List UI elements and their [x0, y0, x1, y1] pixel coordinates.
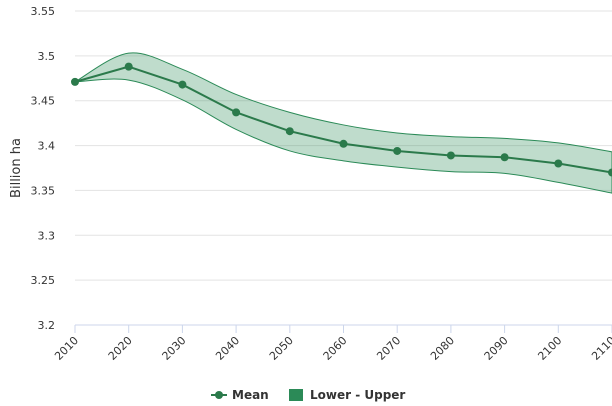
legend-symbol: [215, 391, 223, 399]
mean-point: [124, 62, 133, 71]
x-tick-label: 2020: [106, 334, 135, 363]
x-tick-label: 2100: [535, 334, 564, 363]
mean-point: [500, 153, 509, 162]
mean-point: [232, 108, 241, 117]
legend-symbol: [289, 389, 303, 401]
mean-point: [554, 159, 563, 168]
y-tick-label: 3.3: [38, 229, 56, 242]
x-tick-label: 2040: [213, 334, 242, 363]
mean-point: [285, 127, 294, 136]
x-tick-label: 2110: [589, 334, 612, 363]
legend: Mean Lower - Upper: [211, 388, 405, 402]
mean-point: [446, 151, 455, 160]
legend-label: Lower - Upper: [310, 388, 405, 402]
mean-point: [339, 139, 348, 148]
x-tick-label: 2090: [482, 334, 511, 363]
x-tick-label: 2030: [160, 334, 189, 363]
x-tick-label: 2060: [321, 334, 350, 363]
y-tick-label: 3.35: [31, 184, 56, 197]
x-tick-label: 2070: [374, 334, 403, 363]
mean-point: [608, 168, 612, 177]
band-area: [74, 52, 612, 194]
y-tick-label: 3.2: [38, 319, 56, 332]
legend-label: Mean: [232, 388, 269, 402]
mean-point: [71, 77, 79, 86]
mean-point: [393, 146, 402, 155]
y-tick-label: 3.25: [31, 274, 56, 287]
x-tick-label: 2010: [52, 334, 81, 363]
x-tick-label: 2050: [267, 334, 296, 363]
y-tick-label: 3.45: [31, 95, 56, 108]
mean-point: [178, 80, 187, 89]
y-axis-title: Billion ha: [9, 138, 24, 198]
y-tick-label: 3.55: [31, 5, 56, 18]
x-tick-label: 2080: [428, 334, 457, 363]
y-tick-label: 3.4: [38, 140, 56, 153]
y-tick-label: 3.5: [38, 50, 56, 63]
